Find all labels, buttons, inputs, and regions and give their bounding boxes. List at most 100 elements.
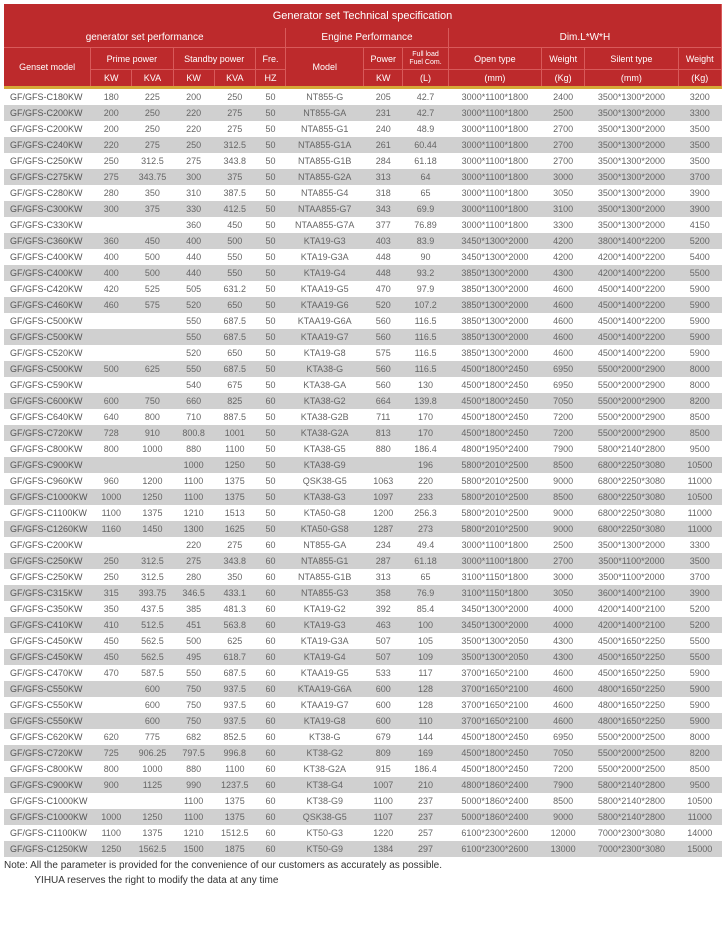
table-cell: 312.5: [132, 153, 173, 169]
table-cell: 343.8: [214, 153, 255, 169]
table-cell: 520: [364, 297, 403, 313]
table-cell: 60: [255, 617, 285, 633]
table-cell: 60: [255, 777, 285, 793]
table-cell: 60: [255, 537, 285, 553]
table-cell: [132, 457, 173, 473]
table-cell: 8500: [541, 489, 584, 505]
table-cell: 116.5: [403, 345, 449, 361]
table-cell: 1512.5: [214, 825, 255, 841]
table-cell: 200: [91, 121, 132, 137]
table-cell: 4200*1400*2100: [585, 601, 678, 617]
table-cell: 1000: [132, 761, 173, 777]
table-cell: 3000*1100*1800: [448, 88, 541, 106]
table-row: GF/GFS-C720KW728910800.8100150KTA38-G2A8…: [4, 425, 722, 441]
table-cell: 450: [214, 217, 255, 233]
table-cell: KTA38-GA: [286, 377, 364, 393]
table-row: GF/GFS-C1000KW1100137560KT38-G9110023750…: [4, 793, 722, 809]
table-cell: 4500*1800*2450: [448, 761, 541, 777]
table-cell: 275: [132, 137, 173, 153]
table-cell: 186.4: [403, 441, 449, 457]
table-cell: 4500*1800*2450: [448, 409, 541, 425]
table-cell: 3000*1100*1800: [448, 137, 541, 153]
table-cell: 990: [173, 777, 214, 793]
table-cell: 3050: [541, 185, 584, 201]
table-cell: 937.5: [214, 713, 255, 729]
table-cell: 4500*1650*2250: [585, 649, 678, 665]
table-cell: 350: [214, 569, 255, 585]
table-cell: 60: [255, 793, 285, 809]
table-cell: 8000: [678, 361, 721, 377]
table-cell: 550: [173, 361, 214, 377]
table-cell: 711: [364, 409, 403, 425]
table-cell: 5800*2010*2500: [448, 521, 541, 537]
table-cell: 520: [173, 345, 214, 361]
table-cell: 3700*1650*2100: [448, 697, 541, 713]
table-cell: 393.75: [132, 585, 173, 601]
table-cell: [91, 377, 132, 393]
table-cell: 9000: [541, 809, 584, 825]
table-cell: GF/GFS-C620KW: [4, 729, 91, 745]
table-cell: 5900: [678, 281, 721, 297]
table-cell: 433.1: [214, 585, 255, 601]
table-cell: NTA855-G1B: [286, 569, 364, 585]
hdr-fre: Fre.: [255, 48, 285, 70]
hdr-kg2: (Kg): [678, 70, 721, 87]
table-cell: 852.5: [214, 729, 255, 745]
table-cell: GF/GFS-C1000KW: [4, 793, 91, 809]
table-cell: 250: [91, 569, 132, 585]
table-cell: 8500: [678, 425, 721, 441]
table-cell: 3000*1100*1800: [448, 105, 541, 121]
table-cell: 50: [255, 521, 285, 537]
table-cell: 775: [132, 729, 173, 745]
table-cell: 880: [364, 441, 403, 457]
table-cell: 3500*1300*2000: [585, 137, 678, 153]
table-cell: 312.5: [132, 553, 173, 569]
table-cell: 8200: [678, 745, 721, 761]
table-cell: 196: [403, 457, 449, 473]
table-cell: 750: [132, 393, 173, 409]
table-cell: 5500: [678, 633, 721, 649]
table-cell: 4200*1400*2100: [585, 617, 678, 633]
table-cell: 3700: [678, 569, 721, 585]
table-cell: 60: [255, 585, 285, 601]
table-cell: 550: [214, 249, 255, 265]
table-cell: 2700: [541, 153, 584, 169]
table-cell: 107.2: [403, 297, 449, 313]
table-cell: [91, 345, 132, 361]
table-cell: 6800*2250*3080: [585, 505, 678, 521]
table-cell: 48.9: [403, 121, 449, 137]
table-cell: 90: [403, 249, 449, 265]
table-row: GF/GFS-C250KW250312.5275343.860NTA855-G1…: [4, 553, 722, 569]
table-cell: 450: [132, 233, 173, 249]
table-cell: 1625: [214, 521, 255, 537]
table-cell: 3000: [541, 569, 584, 585]
table-row: GF/GFS-C600KW60075066082560KTA38-G266413…: [4, 393, 722, 409]
table-cell: 3300: [678, 537, 721, 553]
table-cell: 750: [173, 697, 214, 713]
table-cell: KTA38-G2: [286, 393, 364, 409]
table-cell: GF/GFS-C240KW: [4, 137, 91, 153]
table-cell: 330: [173, 201, 214, 217]
table-cell: GF/GFS-C640KW: [4, 409, 91, 425]
table-cell: KT38-G4: [286, 777, 364, 793]
table-cell: 4600: [541, 281, 584, 297]
table-cell: GF/GFS-C360KW: [4, 233, 91, 249]
table-row: GF/GFS-C900KW1000125050KTA38-G91965800*2…: [4, 457, 722, 473]
table-cell: 2700: [541, 137, 584, 153]
table-cell: KT38-G9: [286, 793, 364, 809]
table-cell: 575: [364, 345, 403, 361]
table-cell: 450: [91, 633, 132, 649]
table-cell: 3800*1400*2200: [585, 233, 678, 249]
table-cell: 1100: [173, 489, 214, 505]
table-cell: 50: [255, 297, 285, 313]
table-cell: 4600: [541, 665, 584, 681]
table-cell: 7000*2300*3080: [585, 825, 678, 841]
table-cell: 60: [255, 841, 285, 857]
table-cell: 3850*1300*2000: [448, 265, 541, 281]
table-cell: 550: [173, 329, 214, 345]
table-cell: 220: [173, 121, 214, 137]
table-cell: KTA38-G5: [286, 441, 364, 457]
table-cell: 625: [132, 361, 173, 377]
table-cell: 220: [403, 473, 449, 489]
section-dim: Dim.L*W*H: [448, 28, 721, 48]
